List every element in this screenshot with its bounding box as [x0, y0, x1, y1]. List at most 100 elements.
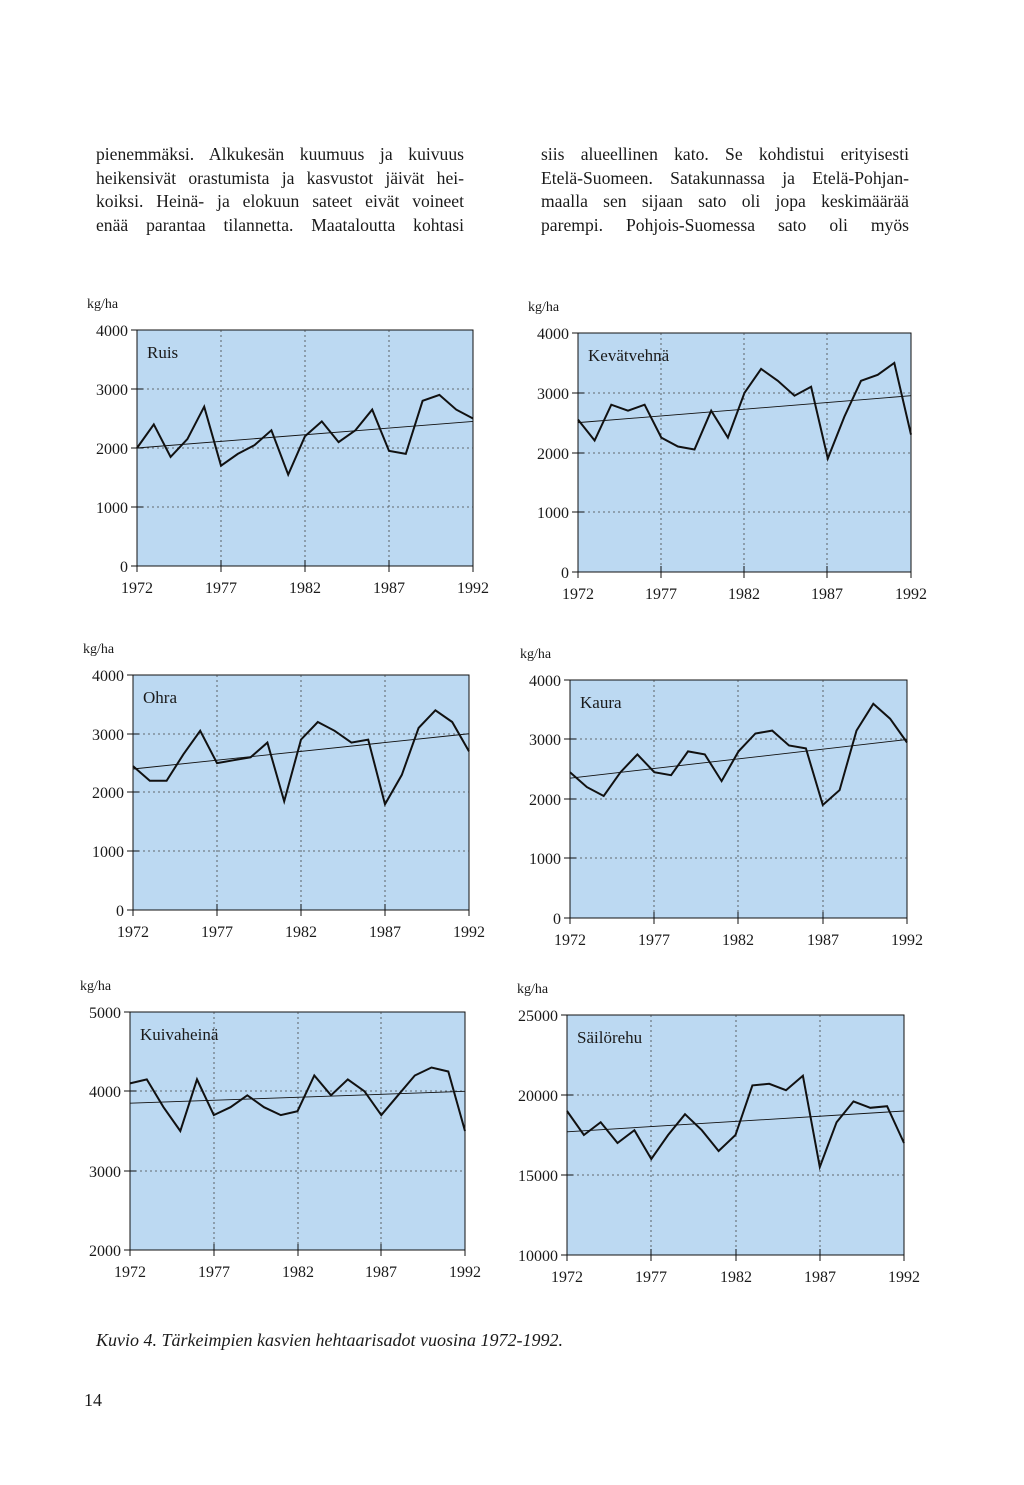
x-tick-label: 1992 — [457, 580, 489, 597]
text-line: maalla sen sijaan sato oli jopa keskimää… — [541, 191, 909, 211]
y-tick-label: 1000 — [537, 505, 569, 522]
plot-area — [132, 674, 470, 911]
text-line: enää parantaa tilannetta. Maataloutta ko… — [96, 214, 464, 235]
x-tick-label: 1987 — [369, 924, 401, 941]
y-tick-label: 1000 — [529, 851, 561, 868]
y-tick-label: 4000 — [89, 1084, 121, 1101]
x-tick-label: 1992 — [895, 586, 927, 603]
y-axis-label: kg/ha — [83, 642, 115, 657]
series-line — [566, 1073, 905, 1171]
x-tick-label: 1992 — [891, 932, 923, 949]
y-tick-label: 4000 — [529, 673, 561, 690]
y-tick-label: 25000 — [518, 1008, 558, 1025]
x-tick-label: 1982 — [285, 924, 317, 941]
text-line: Etelä-Suomeen. Satakunnassa ja Etelä-Poh… — [541, 167, 909, 188]
y-tick-label: 4000 — [92, 668, 124, 685]
y-axis-label: kg/ha — [87, 297, 119, 312]
y-tick-label: 3000 — [89, 1164, 121, 1181]
x-tick-label: 1982 — [722, 932, 754, 949]
y-axis-label: kg/ha — [80, 979, 112, 994]
series-line — [136, 393, 474, 478]
trend-line — [569, 739, 908, 779]
x-tick-label: 1987 — [807, 932, 839, 949]
x-tick-label: 1987 — [804, 1269, 836, 1286]
x-tick-label: 1977 — [635, 1269, 667, 1286]
plot-area — [136, 329, 474, 567]
x-tick-label: 1982 — [289, 580, 321, 597]
x-tick-label: 1992 — [888, 1269, 920, 1286]
body-text-right: siis alueellinen kato. Se kohdistui erit… — [541, 143, 909, 237]
y-tick-label: 15000 — [518, 1168, 558, 1185]
text-line: heikensivät orastumista ja kasvustot jäi… — [96, 167, 464, 188]
y-tick-label: 0 — [553, 911, 561, 928]
y-tick-label: 20000 — [518, 1088, 558, 1105]
chart-title: Kaura — [580, 693, 622, 712]
x-tick-label: 1977 — [638, 932, 670, 949]
x-tick-label: 1992 — [449, 1264, 481, 1281]
y-axis-label: kg/ha — [528, 300, 560, 315]
y-tick-label: 3000 — [92, 727, 124, 744]
y-tick-label: 0 — [120, 559, 128, 576]
plot-area — [129, 1011, 466, 1251]
chart-title: Ruis — [147, 343, 178, 362]
y-tick-label: 0 — [561, 565, 569, 582]
chart-title: Ohra — [143, 688, 177, 707]
y-tick-label: 10000 — [518, 1248, 558, 1265]
y-tick-label: 0 — [116, 903, 124, 920]
x-tick-label: 1992 — [453, 924, 485, 941]
trend-line — [129, 1090, 466, 1104]
page-number: 14 — [84, 1390, 102, 1410]
y-tick-label: 3000 — [96, 382, 128, 399]
plot-area — [569, 679, 908, 919]
series-line — [129, 1066, 466, 1134]
x-tick-label: 1972 — [562, 586, 594, 603]
y-tick-label: 1000 — [96, 500, 128, 517]
y-tick-label: 5000 — [89, 1005, 121, 1022]
series-line — [132, 708, 470, 807]
text-line: koiksi. Heinä- ja elokuun sateet eivät v… — [96, 191, 464, 211]
y-tick-label: 2000 — [96, 441, 128, 458]
text-line: parempi. Pohjois-Suomessa sato oli myös — [541, 214, 909, 235]
x-tick-label: 1972 — [114, 1264, 146, 1281]
chart-title: Säilörehu — [577, 1028, 643, 1047]
series-line — [577, 361, 912, 462]
x-tick-label: 1972 — [117, 924, 149, 941]
y-tick-label: 2000 — [529, 792, 561, 809]
y-axis-label: kg/ha — [517, 982, 549, 997]
y-tick-label: 2000 — [89, 1243, 121, 1260]
x-tick-label: 1977 — [205, 580, 237, 597]
y-tick-label: 2000 — [537, 446, 569, 463]
trend-line — [136, 421, 474, 449]
chart-title: Kuivaheinä — [140, 1025, 219, 1044]
x-tick-label: 1972 — [121, 580, 153, 597]
plot-area — [566, 1014, 905, 1256]
y-tick-label: 1000 — [92, 844, 124, 861]
x-tick-label: 1982 — [728, 586, 760, 603]
y-tick-label: 4000 — [537, 326, 569, 343]
body-text-left: pienemmäksi. Alkukesän kuumuus ja kuivuu… — [96, 143, 464, 237]
plot-area — [577, 332, 912, 573]
x-tick-label: 1987 — [811, 586, 843, 603]
y-tick-label: 2000 — [92, 785, 124, 802]
chart-title: Kevätvehnä — [588, 346, 670, 365]
trend-line — [577, 395, 912, 424]
text-line: siis alueellinen kato. Se kohdistui erit… — [541, 144, 909, 164]
x-tick-label: 1977 — [201, 924, 233, 941]
series-line — [569, 702, 908, 807]
trend-line — [566, 1110, 905, 1133]
x-tick-label: 1982 — [720, 1269, 752, 1286]
x-tick-label: 1972 — [551, 1269, 583, 1286]
y-tick-label: 3000 — [537, 386, 569, 403]
x-tick-label: 1987 — [373, 580, 405, 597]
trend-line — [132, 733, 470, 770]
y-axis-label: kg/ha — [520, 647, 552, 662]
text-line: pienemmäksi. Alkukesän kuumuus ja kuivuu… — [96, 144, 464, 164]
x-tick-label: 1977 — [645, 586, 677, 603]
x-tick-label: 1972 — [554, 932, 586, 949]
x-tick-label: 1982 — [282, 1264, 314, 1281]
x-tick-label: 1977 — [198, 1264, 230, 1281]
figure-caption: Kuvio 4. Tärkeimpien kasvien hehtaarisad… — [96, 1330, 563, 1350]
y-tick-label: 3000 — [529, 732, 561, 749]
x-tick-label: 1987 — [365, 1264, 397, 1281]
y-tick-label: 4000 — [96, 323, 128, 340]
